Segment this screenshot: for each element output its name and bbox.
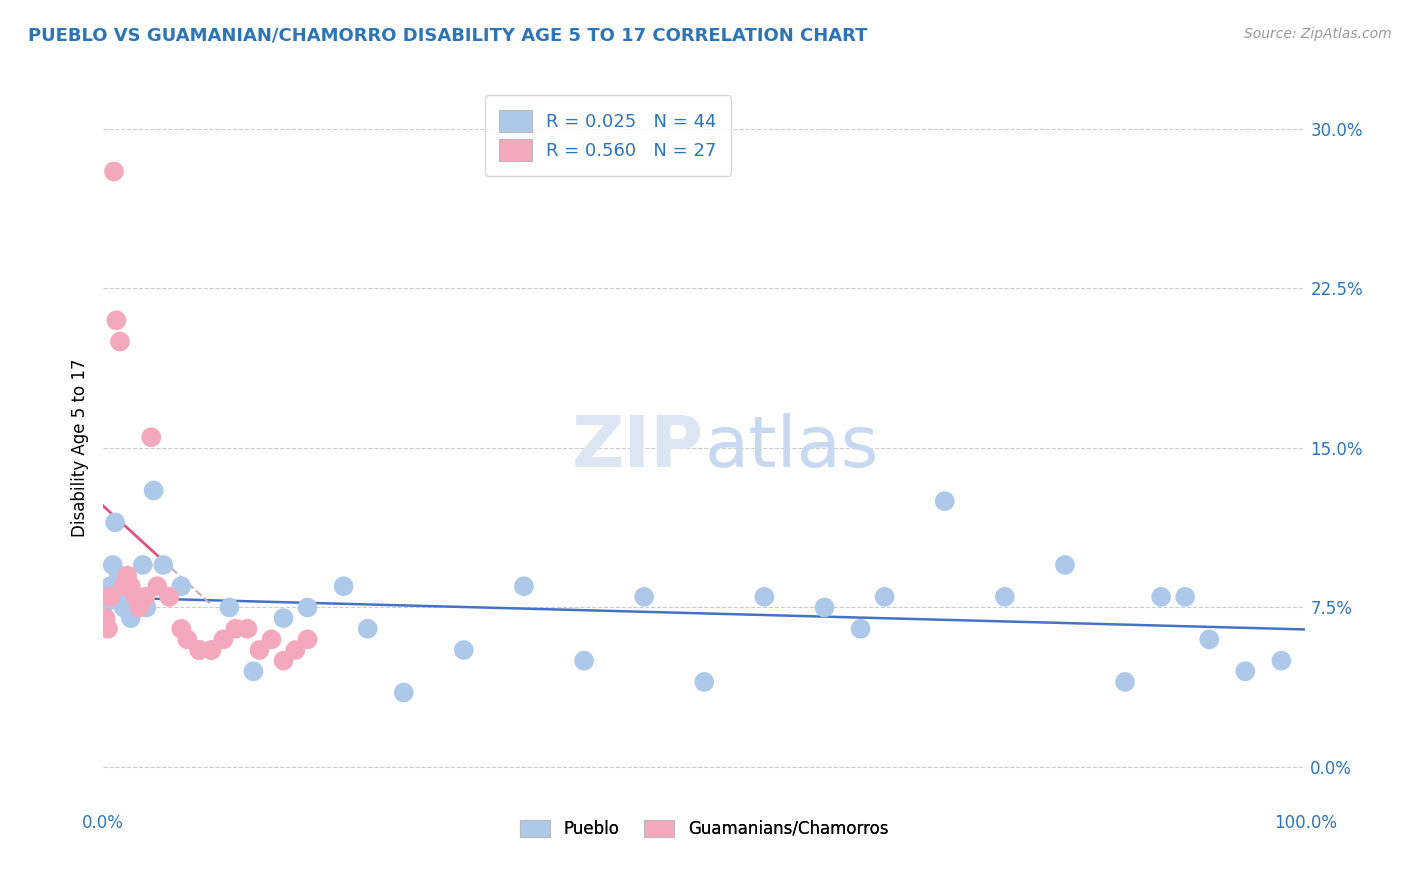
Text: atlas: atlas xyxy=(704,414,879,483)
Point xyxy=(103,164,125,178)
Point xyxy=(754,590,776,604)
Point xyxy=(188,643,211,657)
Text: PUEBLO VS GUAMANIAN/CHAMORRO DISABILITY AGE 5 TO 17 CORRELATION CHART: PUEBLO VS GUAMANIAN/CHAMORRO DISABILITY … xyxy=(28,27,868,45)
Point xyxy=(170,622,193,636)
Point xyxy=(873,590,896,604)
Point xyxy=(132,558,155,572)
Point xyxy=(693,674,716,689)
Point xyxy=(273,611,295,625)
Point xyxy=(134,590,156,604)
Point xyxy=(1174,590,1197,604)
Point xyxy=(633,590,655,604)
Point xyxy=(152,558,174,572)
Point xyxy=(356,622,378,636)
Point xyxy=(236,622,259,636)
Point xyxy=(1234,665,1257,679)
Point xyxy=(297,600,319,615)
Point xyxy=(188,643,211,657)
Legend: Pueblo, Guamanians/Chamorros: Pueblo, Guamanians/Chamorros xyxy=(513,814,896,845)
Point xyxy=(1053,558,1076,572)
Point xyxy=(1270,654,1292,668)
Point xyxy=(176,632,198,647)
Point xyxy=(112,600,135,615)
Point xyxy=(1114,674,1136,689)
Point xyxy=(249,643,271,657)
Point xyxy=(813,600,835,615)
Point xyxy=(1150,590,1173,604)
Point xyxy=(200,643,222,657)
Point xyxy=(157,590,180,604)
Point xyxy=(105,313,128,327)
Point xyxy=(273,654,295,668)
Point xyxy=(141,430,163,444)
Point xyxy=(260,632,283,647)
Point xyxy=(142,483,165,498)
Y-axis label: Disability Age 5 to 17: Disability Age 5 to 17 xyxy=(72,359,89,537)
Point xyxy=(124,590,146,604)
Point xyxy=(849,622,872,636)
Point xyxy=(453,643,475,657)
Text: Source: ZipAtlas.com: Source: ZipAtlas.com xyxy=(1244,27,1392,41)
Point xyxy=(1198,632,1220,647)
Point xyxy=(104,516,127,530)
Point xyxy=(110,590,132,604)
Point xyxy=(122,600,145,615)
Point xyxy=(115,600,138,615)
Point xyxy=(112,579,135,593)
Text: ZIP: ZIP xyxy=(572,414,704,483)
Point xyxy=(212,632,235,647)
Point xyxy=(120,611,142,625)
Point xyxy=(297,632,319,647)
Point xyxy=(97,594,120,608)
Point xyxy=(128,600,150,615)
Point xyxy=(98,579,121,593)
Point xyxy=(572,654,595,668)
Point xyxy=(284,643,307,657)
Point xyxy=(120,579,142,593)
Point xyxy=(242,665,264,679)
Point xyxy=(513,579,536,593)
Point xyxy=(101,558,124,572)
Point xyxy=(94,611,117,625)
Point xyxy=(108,334,131,349)
Point xyxy=(107,568,129,582)
Point xyxy=(97,622,120,636)
Point xyxy=(128,600,150,615)
Point xyxy=(218,600,240,615)
Point xyxy=(332,579,354,593)
Point xyxy=(170,579,193,593)
Point xyxy=(135,600,157,615)
Point xyxy=(200,643,222,657)
Point xyxy=(224,622,246,636)
Point xyxy=(115,568,138,582)
Point xyxy=(146,579,169,593)
Point xyxy=(392,685,415,699)
Point xyxy=(98,590,121,604)
Point xyxy=(124,590,146,604)
Point xyxy=(994,590,1017,604)
Point xyxy=(934,494,956,508)
